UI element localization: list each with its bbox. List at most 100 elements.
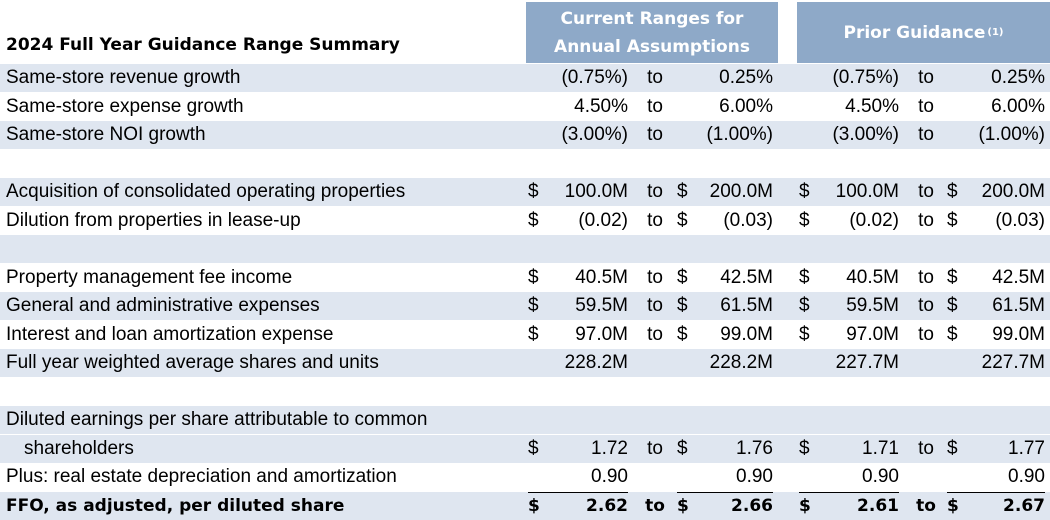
row-label: Acquisition of consolidated operating pr… (6, 181, 406, 202)
cell-c2v: 61.5M (720, 295, 773, 316)
cell-c1d: $ (528, 323, 539, 345)
cell-c4d: $ (947, 437, 958, 459)
cell-c3d: $ (799, 495, 811, 516)
row-label: FFO, as adjusted, per diluted share (6, 495, 345, 516)
cell-c1v: (0.75%) (561, 67, 628, 88)
cell-c3d (799, 64, 815, 92)
cell-c4d: $ (947, 266, 958, 288)
cell-c4v: 6.00% (991, 95, 1045, 117)
cell-c3v: 0.90 (862, 466, 899, 487)
header-current-line2: Annual Assumptions (554, 36, 750, 57)
spacer-row (0, 150, 1050, 178)
table-row: Interest and loan amortization expense $9… (0, 321, 1050, 349)
cell-c1t: to (647, 67, 663, 88)
cell-c3d: $ (799, 209, 810, 231)
cell-c1d: $ (528, 266, 539, 288)
cell-c2v: 6.00% (719, 95, 773, 117)
cell-c2v: 0.90 (736, 466, 773, 487)
cell-c4v: 0.90 (1008, 466, 1045, 487)
cell-c3v: (3.00%) (832, 124, 899, 145)
cell-c1d (528, 463, 544, 491)
cell-c1d: $ (528, 495, 540, 516)
cell-c3t: to (918, 95, 934, 117)
cell-c3v: (0.75%) (832, 67, 899, 88)
cell-c1v: 4.50% (574, 95, 628, 117)
cell-c3t: to (918, 323, 934, 345)
table-row: Acquisition of consolidated operating pr… (0, 178, 1050, 206)
cell-c2d: $ (677, 295, 688, 316)
total-rule (677, 491, 773, 493)
cell-c2d: $ (677, 266, 688, 288)
cell-c1v: 0.90 (591, 466, 628, 487)
table-row: Dilution from properties in lease-up $ (0.… (0, 207, 1050, 235)
total-rule (528, 491, 628, 493)
cell-c3t: to (918, 295, 934, 316)
cell-c1t (640, 349, 670, 377)
cell-c1v: 228.2M (564, 352, 628, 373)
row-label: Same-store expense growth (6, 95, 244, 117)
cell-c2v: 0.25% (719, 67, 773, 88)
cell-c1t (640, 463, 670, 491)
table-row: Plus: real estate depreciation and amort… (0, 463, 1050, 491)
cell-c2d: $ (677, 495, 689, 516)
cell-c3d: $ (799, 437, 810, 459)
cell-c1t: to (647, 323, 663, 345)
cell-c1d: $ (528, 209, 539, 231)
cell-c4d: $ (947, 295, 958, 316)
row-label: Plus: real estate depreciation and amort… (6, 466, 397, 487)
cell-c4d (947, 93, 963, 121)
row-label: Property management fee income (6, 266, 293, 288)
cell-c3v: 100.0M (835, 181, 899, 202)
cell-c2v: (1.00%) (706, 124, 773, 145)
cell-c1d (528, 64, 544, 92)
cell-c4v: 61.5M (992, 295, 1045, 316)
table-row: Same-store revenue growth (0.75%) to 0.25% (… (0, 64, 1050, 92)
cell-c2v: 99.0M (720, 323, 773, 345)
cell-c1t: to (647, 181, 663, 202)
cell-c3t: to (918, 209, 934, 231)
cell-c1t: to (647, 95, 663, 117)
header-prior-guidance: Prior Guidance (1) (797, 2, 1050, 63)
cell-c3t (911, 349, 941, 377)
cell-c2d (677, 349, 693, 377)
cell-c3v: (0.02) (849, 209, 899, 231)
table-row: Full year weighted average shares and un… (0, 349, 1050, 377)
cell-c1d (528, 93, 544, 121)
header-prior-footnote: (1) (987, 26, 1004, 38)
total-rule (799, 491, 899, 493)
cell-c1t: to (647, 266, 663, 288)
cell-c1d: $ (528, 437, 539, 459)
cell-c1v: (0.02) (578, 209, 628, 231)
cell-c3t: to (918, 181, 934, 202)
cell-c2v: 1.76 (736, 437, 773, 459)
cell-c4d (947, 349, 963, 377)
cell-c1d: $ (528, 181, 539, 202)
cell-c1t: to (647, 124, 663, 145)
cell-c2v: 2.66 (731, 495, 773, 516)
header-current-line1: Current Ranges for (560, 8, 744, 29)
table-row: Same-store NOI growth (3.00%) to (1.00%) (3.… (0, 121, 1050, 149)
cell-c3t: to (918, 124, 934, 145)
table-row: Same-store expense growth 4.50% to 6.00% 4.5… (0, 93, 1050, 121)
cell-c2v: 200.0M (709, 181, 773, 202)
cell-c1d (528, 349, 544, 377)
header-current-ranges: Current Ranges for Annual Assumptions (526, 2, 778, 63)
table-row: Property management fee income $40.5M to $4… (0, 264, 1050, 292)
cell-c4v: 0.25% (991, 67, 1045, 88)
cell-c4v: 99.0M (992, 323, 1045, 345)
cell-c3d: $ (799, 181, 810, 202)
table-row: General and administrative expenses $59.5… (0, 292, 1050, 320)
cell-c1t: to (645, 495, 665, 516)
total-rule (947, 491, 1045, 493)
cell-c2d: $ (677, 323, 688, 345)
cell-c4v: (1.00%) (978, 124, 1045, 145)
cell-c1v: 100.0M (564, 181, 628, 202)
cell-c1t: to (647, 295, 663, 316)
table-title: 2024 Full Year Guidance Range Summary (6, 35, 400, 55)
row-label: Same-store NOI growth (6, 124, 206, 145)
cell-c4v: 42.5M (992, 266, 1045, 288)
cell-c4d (947, 121, 963, 149)
spacer-row (0, 378, 1050, 406)
row-label: Diluted earnings per share attributable … (6, 409, 428, 430)
cell-c4v: 227.7M (981, 352, 1045, 373)
